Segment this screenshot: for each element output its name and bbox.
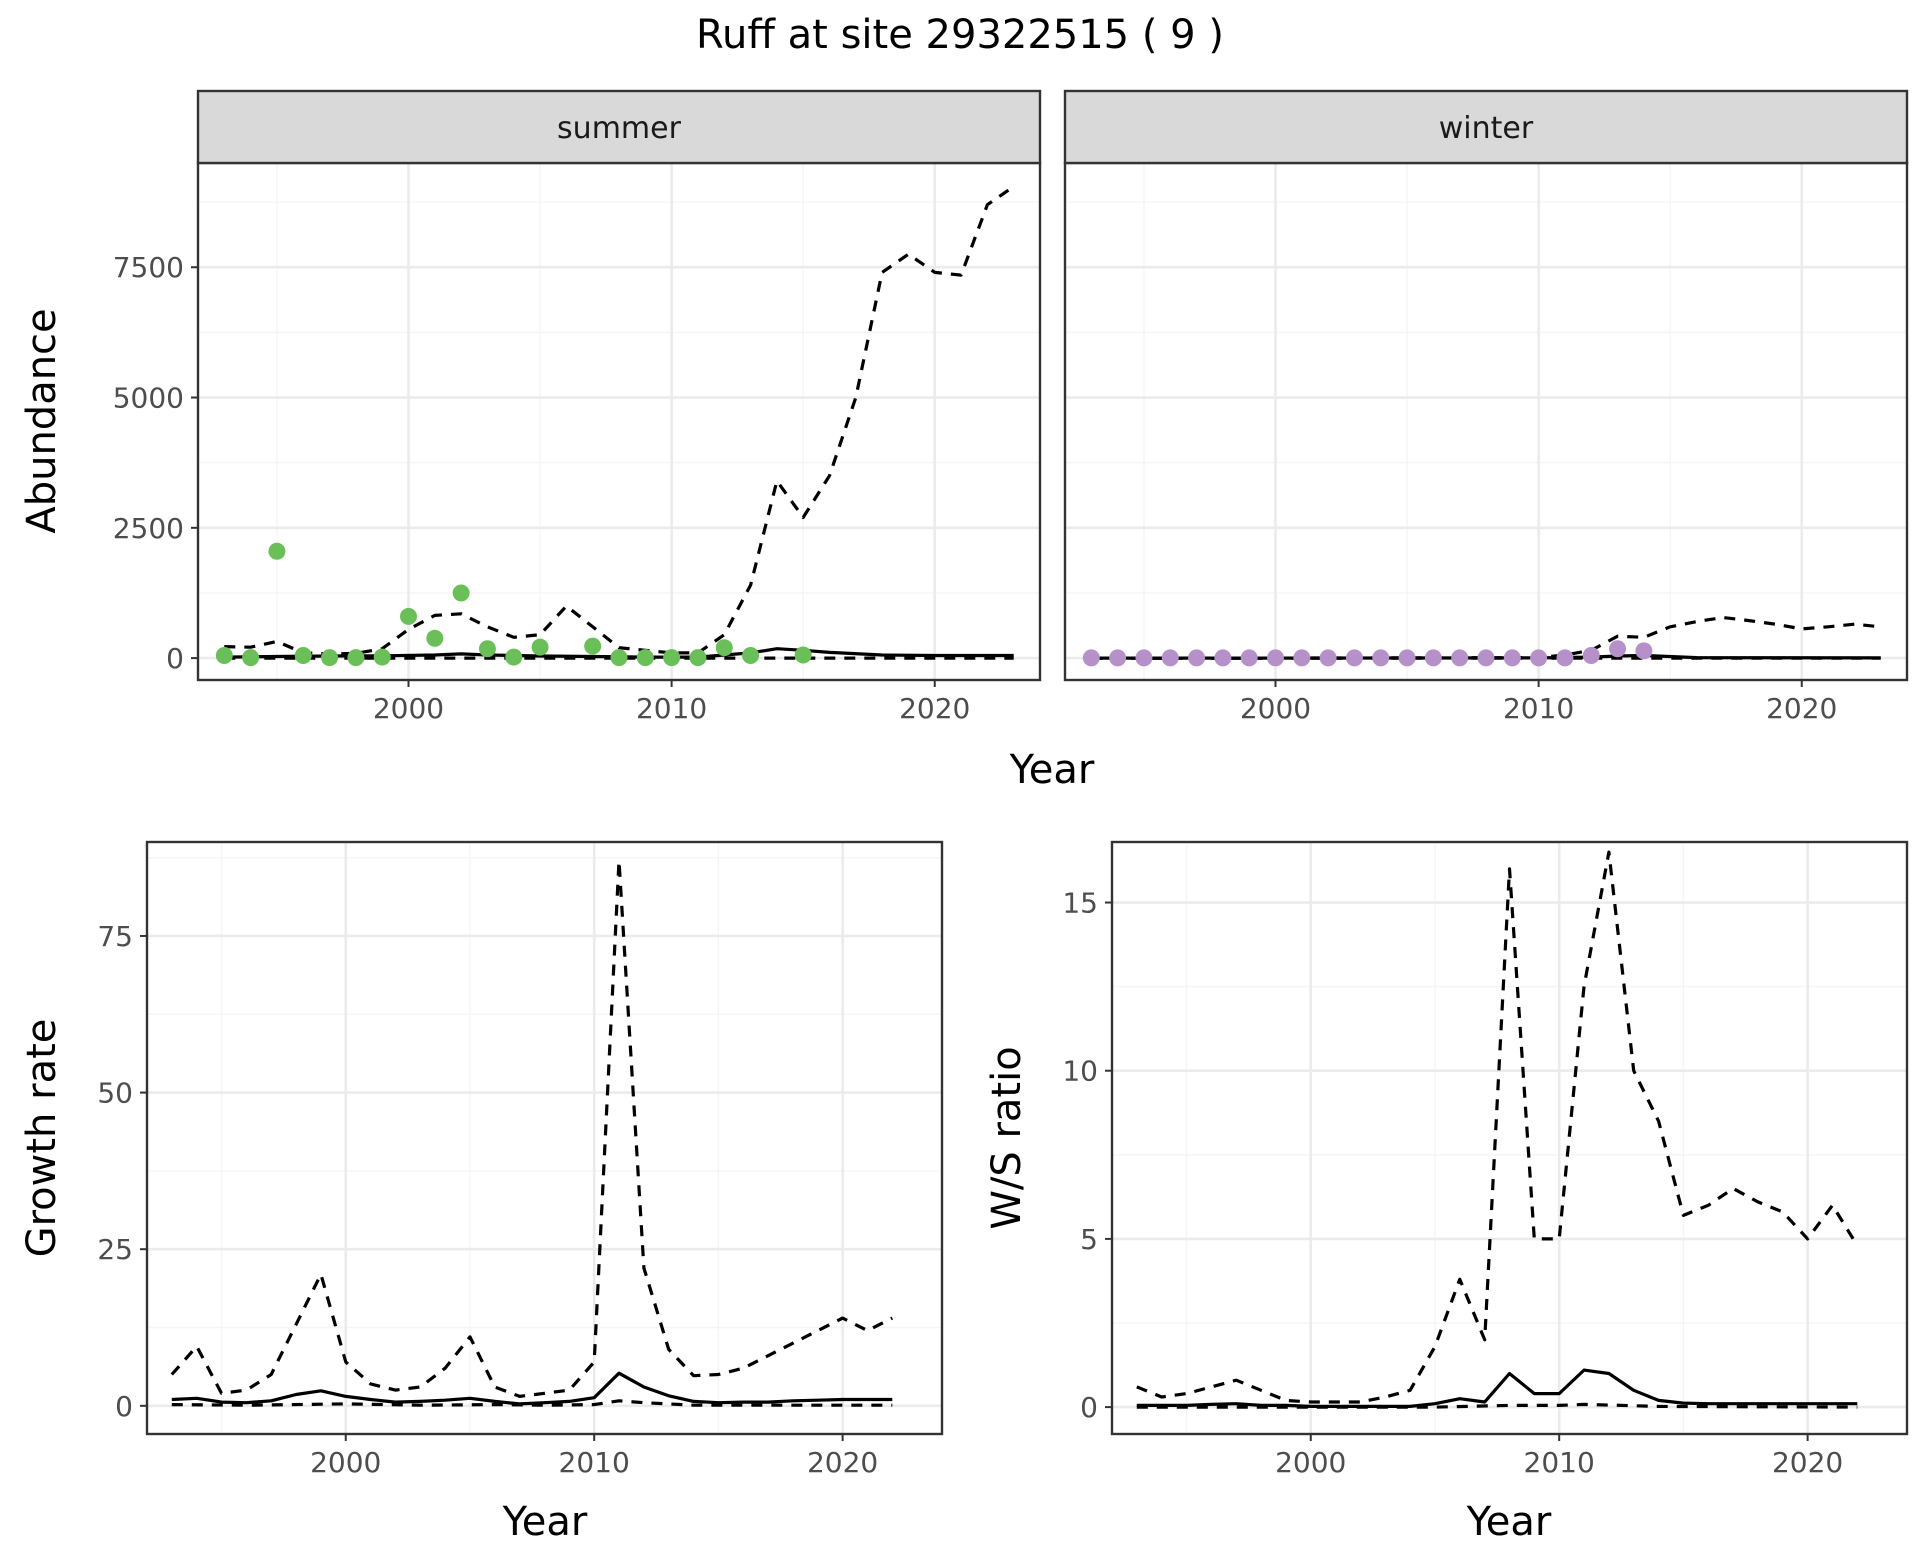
summer-upper-bound-line bbox=[224, 185, 1015, 656]
winter-data-point bbox=[1424, 649, 1442, 667]
winter-data-point bbox=[1503, 649, 1521, 667]
winter-data-point bbox=[1293, 649, 1311, 667]
ws-ratio-panel-border bbox=[1110, 840, 1909, 1436]
summer-data-point bbox=[663, 649, 681, 667]
ws-ratio-series-line-2 bbox=[1136, 1402, 1858, 1409]
growth-rate-y-axis-label: Growth rate bbox=[19, 1019, 65, 1258]
y-tick-label: 2500 bbox=[113, 512, 184, 545]
summer-data-point bbox=[426, 629, 444, 647]
summer-data-point bbox=[242, 649, 260, 667]
y-tick-label: 25 bbox=[97, 1233, 133, 1266]
y-tick-label: 50 bbox=[97, 1077, 133, 1110]
summer-data-point bbox=[400, 607, 417, 625]
y-tick-label: 7500 bbox=[113, 251, 184, 284]
summer-data-point bbox=[215, 647, 233, 665]
summer-strip-label: summer bbox=[557, 111, 682, 146]
summer-strip bbox=[196, 89, 1042, 165]
y-tick-label: 5000 bbox=[113, 382, 184, 415]
y-tick-label: 75 bbox=[97, 920, 133, 953]
winter-data-point bbox=[1635, 642, 1653, 660]
winter-data-point bbox=[1319, 649, 1337, 667]
winter-data-point bbox=[1267, 649, 1284, 667]
summer-data-point bbox=[742, 647, 760, 665]
winter-data-point bbox=[1530, 649, 1548, 667]
winter-data-point bbox=[1240, 649, 1258, 667]
abundance-y-axis-label: Abundance bbox=[19, 308, 65, 533]
winter-data-point bbox=[1214, 649, 1232, 667]
ws-ratio-x-axis-label: Year bbox=[1466, 1499, 1552, 1545]
growth-rate-x-axis-label: Year bbox=[502, 1499, 588, 1545]
summer-data-point bbox=[321, 649, 339, 667]
winter-mean-line bbox=[1091, 653, 1881, 660]
x-tick-label: 2000 bbox=[1275, 1446, 1346, 1479]
summer-data-point bbox=[452, 584, 470, 602]
panel-background bbox=[147, 842, 942, 1434]
winter-data-point bbox=[1451, 649, 1469, 667]
summer-data-point bbox=[715, 639, 733, 657]
winter-data-point bbox=[1109, 649, 1127, 667]
ws-ratio-series-line-1 bbox=[1136, 850, 1859, 1404]
winter-data-point bbox=[1556, 649, 1574, 667]
winter-data-point bbox=[1477, 649, 1495, 667]
summer-data-point bbox=[505, 648, 523, 666]
x-tick-label: 2010 bbox=[559, 1446, 630, 1479]
winter-strip-label: winter bbox=[1439, 111, 1534, 146]
x-tick-label: 2020 bbox=[1772, 1446, 1843, 1479]
panel-background bbox=[1112, 842, 1907, 1434]
winter-data-point bbox=[1372, 649, 1390, 667]
ws-ratio-y-axis-label: W/S ratio bbox=[984, 1046, 1030, 1229]
summer-data-point bbox=[636, 649, 654, 667]
winter-data-point bbox=[1398, 649, 1416, 667]
abundance-x-axis-label: Year bbox=[1009, 747, 1095, 793]
summer-data-point bbox=[794, 646, 812, 664]
growth-rate-series-line-1 bbox=[170, 859, 894, 1398]
x-tick-label: 2010 bbox=[636, 692, 707, 725]
growth-rate-panel-border bbox=[145, 840, 944, 1436]
winter-data-point bbox=[1135, 649, 1153, 667]
panel-background bbox=[1065, 163, 1907, 680]
y-tick-label: 0 bbox=[166, 642, 184, 675]
y-tick-label: 0 bbox=[1080, 1391, 1098, 1424]
x-tick-label: 2010 bbox=[1503, 692, 1574, 725]
y-tick-label: 5 bbox=[1080, 1223, 1098, 1256]
chart-title: Ruff at site 29322515 ( 9 ) bbox=[696, 12, 1224, 58]
summer-data-point bbox=[531, 638, 549, 656]
winter-data-point bbox=[1582, 647, 1600, 665]
x-tick-label: 2020 bbox=[807, 1446, 878, 1479]
summer-data-point bbox=[689, 649, 707, 667]
y-tick-label: 10 bbox=[1062, 1055, 1098, 1088]
summer-data-point bbox=[294, 647, 312, 665]
x-tick-label: 2010 bbox=[1524, 1446, 1595, 1479]
summer-data-point bbox=[268, 542, 286, 560]
growth-rate-series-line-0 bbox=[171, 1371, 893, 1406]
summer-data-point bbox=[373, 648, 391, 666]
y-tick-label: 15 bbox=[1062, 887, 1098, 920]
x-tick-label: 2020 bbox=[899, 692, 970, 725]
x-tick-label: 2000 bbox=[1240, 692, 1311, 725]
y-tick-label: 0 bbox=[115, 1390, 133, 1423]
winter-strip bbox=[1063, 89, 1909, 165]
x-tick-label: 2000 bbox=[310, 1446, 381, 1479]
ws-ratio-series-line-0 bbox=[1136, 1368, 1858, 1408]
panel-background bbox=[198, 163, 1040, 680]
summer-data-point bbox=[347, 649, 365, 667]
winter-data-point bbox=[1161, 649, 1179, 667]
x-tick-label: 2020 bbox=[1766, 692, 1837, 725]
winter-data-point bbox=[1082, 649, 1100, 667]
summer-data-point bbox=[584, 637, 602, 655]
summer-data-point bbox=[610, 649, 628, 667]
x-tick-label: 2000 bbox=[373, 692, 444, 725]
winter-data-point bbox=[1345, 649, 1363, 667]
winter-data-point bbox=[1188, 649, 1206, 667]
growth-rate-series-line-2 bbox=[171, 1399, 893, 1407]
summer-data-point bbox=[478, 640, 496, 658]
winter-data-point bbox=[1609, 640, 1627, 658]
